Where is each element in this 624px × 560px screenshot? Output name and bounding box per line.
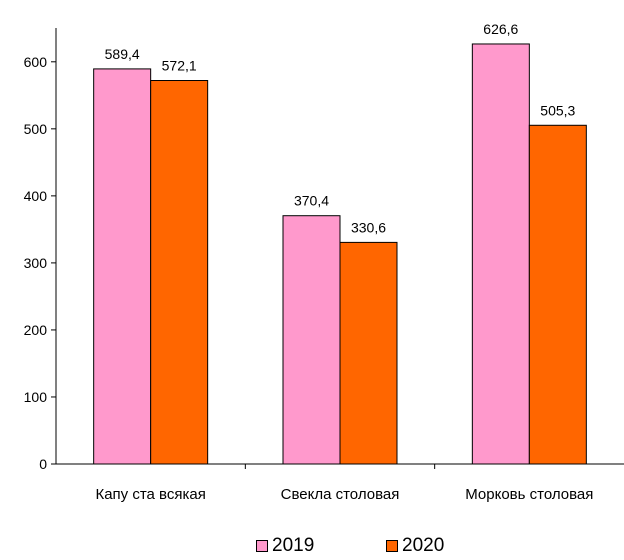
legend-swatch-2020 [386,540,398,552]
y-tick-label: 500 [24,121,48,137]
bar-2019 [282,215,341,465]
data-label: 505,3 [540,102,575,118]
y-tick-label: 0 [39,456,47,472]
bars [93,43,587,465]
y-tick-label: 300 [24,255,48,271]
legend: 2019 2020 [0,535,624,559]
data-label: 370,4 [294,193,329,209]
legend-swatch-2019 [256,540,268,552]
legend-label-2020: 2020 [402,535,445,556]
legend-item-2020: 2020 [386,535,444,557]
x-tick-label: Свекла столовая [281,486,400,503]
y-tick-label: 200 [24,322,48,338]
y-tick-label: 400 [24,188,48,204]
data-label: 572,1 [162,58,197,74]
y-tick-label: 100 [24,389,48,405]
data-label: 330,6 [351,219,386,235]
x-axis: Капу ста всякая Свекла столовая Морковь ст… [56,463,624,503]
bar-2020 [339,241,398,465]
bar-2019 [471,43,530,465]
data-labels: 589,4 370,4 626,6 572,1 330,6 505,3 [105,21,576,235]
bar-2020 [528,124,587,465]
x-tick-label: Капу ста всякая [95,486,205,503]
legend-label-2019: 2019 [272,535,315,556]
legend-item-2019: 2019 [256,535,314,557]
data-label: 589,4 [105,46,140,62]
bar-2020 [150,80,209,465]
data-label: 626,6 [483,21,518,37]
y-axis: 0 100 200 300 400 500 600 [24,28,57,472]
y-tick-label: 600 [24,54,48,70]
bar-chart: 0 100 200 300 400 500 600 Капу ста всякая Свекл… [24,21,624,503]
bar-2019 [93,68,152,465]
x-tick-label: Морковь столовая [465,486,593,503]
